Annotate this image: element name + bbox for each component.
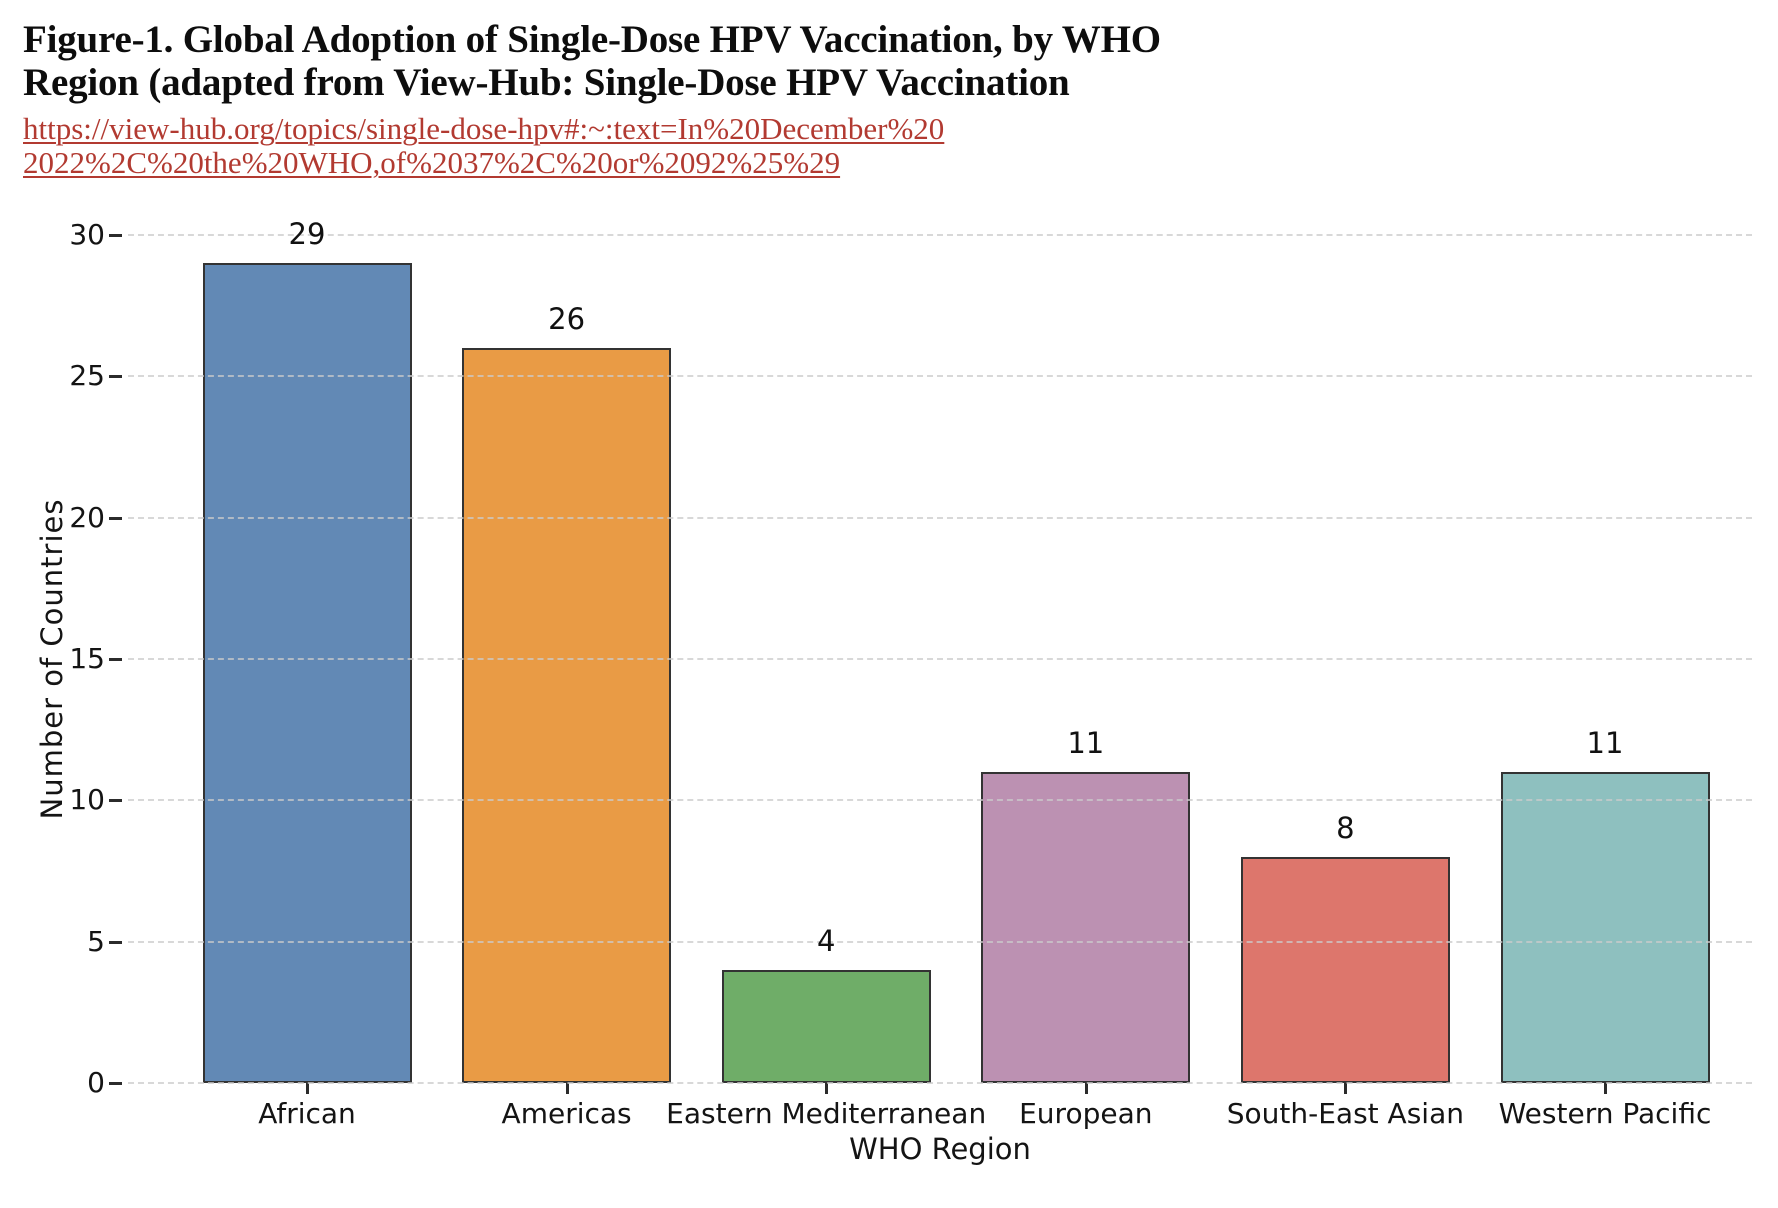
y-tick-mark [109,658,122,661]
bar-value-label: 26 [548,302,586,337]
y-tick-label: 30 [69,218,105,251]
bar [202,263,412,1083]
y-tick-label: 15 [69,642,105,675]
y-tick-mark [109,799,122,803]
figure-caption: Figure-1. Global Adoption of Single-Dose… [23,18,1723,180]
bar [981,772,1191,1083]
y-tick-label: 0 [87,1066,105,1099]
y-tick-mark [109,516,122,520]
y-tick-label: 25 [69,359,105,393]
x-tick-label: Americas [501,1097,632,1130]
y-tick-mark [109,940,122,944]
y-tick-label: 5 [87,924,105,958]
x-tick-mark [565,1083,569,1094]
y-tick-label: 10 [69,783,105,817]
x-tick-mark [1084,1083,1088,1094]
x-tick-label: Eastern Mediterranean [666,1097,987,1130]
bar-value-label: 29 [288,217,326,252]
x-axis-label: WHO Region [849,1132,1031,1166]
y-tick-mark [109,234,122,237]
bar-value-label: 11 [1586,726,1624,761]
y-tick-mark [109,375,122,379]
bar-value-label: 11 [1067,726,1105,761]
source-link-line-2[interactable]: 2022%2C%20the%20WHO,of%2037%2C%20or%2092… [23,145,841,180]
bar-value-label: 4 [816,923,836,958]
x-tick-label: South-East Asian [1226,1097,1464,1130]
x-tick-label: European [1019,1097,1153,1130]
source-link-line-1[interactable]: https://view-hub.org/topics/single-dose-… [23,111,945,146]
figure-title-line-2: Region (adapted from View-Hub: Single-Do… [23,61,1070,104]
bar-value-label: 8 [1336,810,1355,845]
x-tick-label: African [258,1097,356,1130]
figure-title-line-1: Figure-1. Global Adoption of Single-Dose… [23,18,1161,61]
bar [1240,856,1450,1083]
bar [721,969,931,1083]
x-tick-mark [1604,1083,1607,1094]
x-tick-mark [306,1083,309,1094]
x-tick-mark [825,1083,829,1094]
x-tick-label: Western Pacific [1498,1097,1712,1130]
bar [1500,772,1710,1083]
x-tick-mark [1344,1083,1348,1094]
bar [462,348,672,1083]
source-link[interactable]: https://view-hub.org/topics/single-dose-… [23,112,1723,180]
y-tick-label: 20 [69,500,105,534]
y-tick-mark [109,1082,122,1085]
